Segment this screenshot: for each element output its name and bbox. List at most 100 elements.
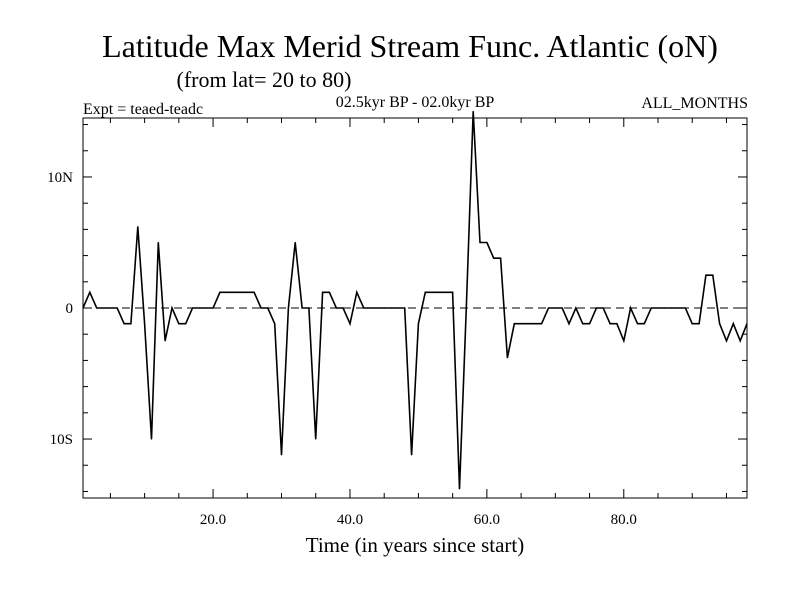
data-point [198, 307, 200, 309]
data-point [677, 307, 680, 309]
data-point [636, 323, 639, 325]
data-point [520, 323, 522, 325]
data-point [575, 307, 577, 309]
series-line [82, 111, 748, 489]
data-point [390, 307, 392, 309]
data-point [253, 291, 255, 293]
data-point [609, 323, 611, 325]
data-point [150, 438, 153, 440]
data-point [239, 291, 242, 293]
data-point [561, 307, 563, 309]
data-point [226, 291, 228, 293]
data-point [410, 454, 413, 456]
data-point [671, 307, 673, 309]
data-point [157, 241, 159, 244]
data-point [363, 307, 365, 309]
data-point [739, 340, 741, 342]
data-point [547, 307, 550, 309]
data-point [541, 323, 543, 325]
data-point [630, 307, 632, 309]
data-point [513, 323, 515, 325]
data-point [144, 323, 146, 325]
data-point [246, 291, 248, 293]
data-point [534, 323, 536, 325]
data-point [691, 323, 693, 325]
data-point [486, 241, 488, 244]
data-point [335, 307, 337, 309]
data-point [527, 323, 529, 325]
data-point [684, 307, 686, 309]
data-point [130, 323, 132, 325]
data-point [219, 291, 221, 293]
data-point [595, 307, 598, 309]
data-point [493, 257, 495, 259]
y-tick-label: 0 [66, 301, 74, 317]
data-point [705, 274, 707, 276]
data-point [342, 307, 344, 309]
x-axis-label: Time (in years since start) [306, 533, 525, 557]
data-point [554, 307, 556, 309]
data-point [698, 323, 700, 325]
data-point [116, 307, 118, 309]
data-point [465, 307, 467, 309]
period-label: 02.5kyr BP - 02.0kyr BP [336, 94, 495, 111]
data-point [164, 340, 166, 342]
data-point [582, 323, 584, 325]
months-label: ALL_MONTHS [641, 95, 748, 112]
data-point [171, 307, 173, 309]
data-point [349, 323, 351, 325]
data-point [732, 323, 734, 325]
data-point [178, 323, 180, 325]
data-point [328, 291, 331, 293]
chart-subtitle: (from lat= 20 to 80) [177, 67, 352, 92]
data-point [438, 291, 440, 293]
data-point [383, 307, 385, 309]
data-point [102, 307, 105, 309]
x-tick-label: 20.0 [200, 512, 226, 528]
data-point [417, 323, 420, 325]
data-point [499, 257, 502, 259]
data-point [568, 323, 570, 325]
data-point [588, 323, 591, 325]
data-point [267, 307, 269, 309]
data-point [123, 323, 125, 325]
data-point [82, 307, 84, 309]
data-point [137, 226, 139, 228]
data-point [205, 307, 207, 309]
data-point [287, 307, 289, 309]
data-point [712, 274, 714, 276]
data-point [719, 323, 721, 325]
data-point [458, 488, 461, 490]
data-point [746, 323, 748, 325]
data-point [274, 323, 276, 325]
data-point [479, 241, 481, 244]
data-point [315, 438, 317, 440]
data-point [212, 307, 214, 309]
data-point [301, 307, 303, 309]
x-tick-label: 80.0 [611, 512, 637, 528]
data-point [445, 291, 447, 293]
data-point [616, 323, 618, 325]
data-point [294, 241, 296, 244]
data-point [643, 323, 645, 325]
data-point [506, 357, 509, 359]
data-point [232, 291, 235, 293]
data-point [185, 323, 187, 325]
y-tick-label: 10S [50, 432, 73, 448]
x-tick-label: 40.0 [337, 512, 363, 528]
x-tick-label: 60.0 [474, 512, 500, 528]
y-axis: 10N 0 10S [47, 170, 73, 448]
minor-ticks [83, 118, 747, 498]
data-point [664, 307, 666, 309]
data-point [404, 307, 406, 309]
data-point [260, 307, 262, 309]
data-point [109, 307, 111, 309]
data-point [369, 307, 372, 309]
data-point [623, 340, 625, 342]
data-point [452, 291, 454, 293]
data-point [376, 307, 378, 309]
expt-label: Expt = teaed-teadc [83, 101, 203, 118]
data-point [96, 307, 98, 309]
data-point [424, 291, 426, 293]
